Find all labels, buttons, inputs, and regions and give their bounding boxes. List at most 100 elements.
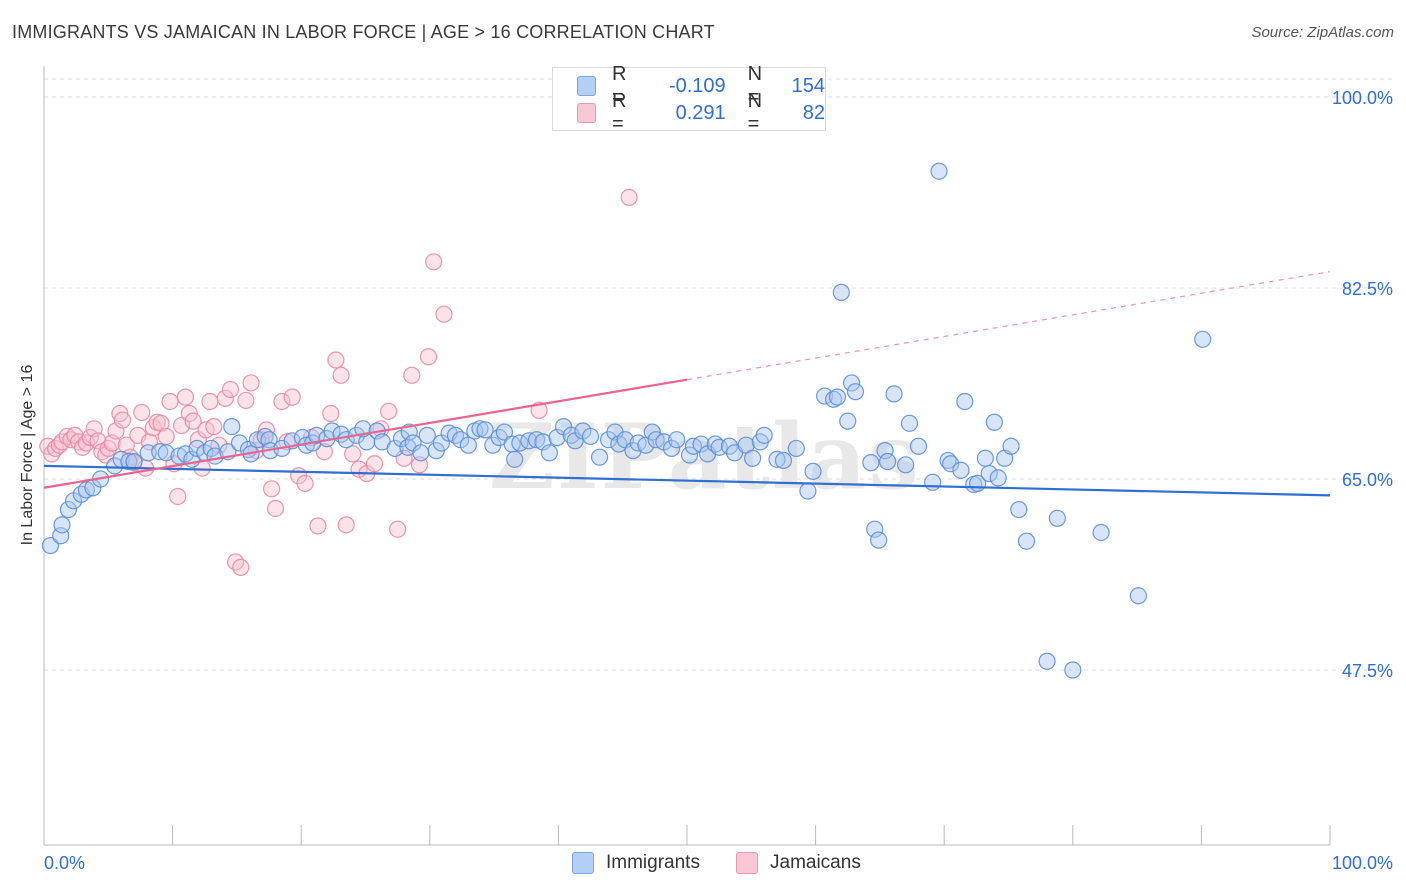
chart-title: IMMIGRANTS VS JAMAICAN IN LABOR FORCE | … [12,22,715,42]
immigrants-point [989,469,1007,487]
jamaicans-point [205,418,223,436]
immigrants-point [870,531,888,549]
immigrants-point [1064,661,1082,679]
immigrants-point [768,450,786,468]
y-tick-label: 65.0% [1342,470,1393,490]
immigrants-point [1048,509,1066,527]
immigrants-point [866,520,884,538]
immigrants-point [1194,330,1212,348]
jamaicans-point [419,348,438,366]
jamaicans-point [221,380,240,399]
immigrants-point [862,454,880,472]
jamaicans-point [389,520,407,538]
jamaicans-trend-extension [686,271,1331,381]
immigrants-point [662,439,681,458]
jamaicans-point [263,480,281,498]
immigrants-swatch [577,76,597,96]
immigrants-point [476,421,494,439]
immigrants-point [828,388,847,406]
jamaicans-point [266,499,285,518]
immigrants-point [495,423,513,441]
immigrants-point [832,283,850,301]
jamaicans-point [435,305,453,323]
immigrants-point [774,451,793,470]
immigrants-point [787,439,805,458]
legend-item-immigrants: Immigrants [572,852,700,874]
legend-row-immigrants: R = -0.109 N = 154 [577,63,825,108]
immigrants-point [540,444,558,462]
jamaicans-point [201,392,219,411]
jamaicans-point [273,392,291,411]
immigrants-point [1010,500,1028,519]
jamaicans-point [337,516,355,534]
jamaicans-point [380,402,398,420]
jamaicans-point [113,411,132,429]
jamaicans-point [365,455,384,473]
r-label: R = [612,63,627,108]
immigrants-point [590,448,609,466]
jamaicans-point [107,422,125,440]
n-label: N = [747,63,763,108]
immigrants-point [506,450,524,468]
immigrants-point [980,464,998,483]
immigrants-point [952,461,970,479]
immigrants-point [799,482,817,500]
immigrants-point [743,449,762,467]
watermark: ZIPatlas [489,404,921,510]
immigrants-point [157,444,175,462]
immigrants-point [846,383,865,401]
jamaicans-point [176,388,195,406]
jamaicans-point [332,366,350,384]
x-tick-label: 100.0% [1332,853,1393,873]
immigrants-point [53,516,71,534]
jamaicans-point [157,427,175,446]
r-label: R = [612,90,627,135]
jamaicans-point [425,253,443,271]
immigrants-point [843,374,861,392]
jamaicans-point [620,188,638,207]
immigrants-point [125,452,143,471]
y-tick-labels: 47.5% 65.0% 82.5% 100.0% [1332,88,1393,681]
jamaicans-point [283,388,301,406]
jamaicans-points [39,188,638,577]
jamaicans-point [216,389,234,407]
immigrants-point [839,412,857,430]
immigrants-point [755,426,773,444]
immigrants-point [942,455,960,473]
immigrants-point [471,420,489,438]
jamaicans-point [403,366,421,384]
immigrants-point [77,481,96,499]
immigrants-point [1092,523,1110,542]
jamaicans-point [322,404,340,423]
legend-item-jamaicans: Jamaicans [736,852,861,874]
immigrants-point [985,413,1003,431]
jamaicans-point [237,391,255,410]
immigrants-point [308,426,326,444]
immigrants-point [459,436,477,454]
jamaicans-point [152,414,170,432]
immigrants-point [548,428,566,447]
immigrants-point [151,443,169,461]
jamaicans-point [133,403,151,422]
immigrants-point [223,418,241,436]
r-value: 0.291 [675,101,726,124]
immigrants-point [412,444,430,462]
immigrants-point [1129,587,1147,605]
immigrants-point [120,452,138,471]
immigrants-point [804,462,822,480]
jamaicans-point [242,374,260,392]
trend-lines [43,271,1331,497]
jamaicans-point [309,517,327,535]
immigrants-point [909,437,928,455]
immigrants-point [527,431,546,449]
immigrants-point [680,446,699,464]
immigrants-point [879,452,897,471]
x-tick-labels: 0.0% 100.0% [44,853,1393,873]
n-value: 154 [791,74,825,97]
immigrants-point [418,426,436,444]
immigrants-trend-line [43,464,1331,497]
immigrants-point [924,473,942,491]
source-label: Source: ZipAtlas.com [1251,24,1394,41]
immigrants-point [668,431,686,449]
